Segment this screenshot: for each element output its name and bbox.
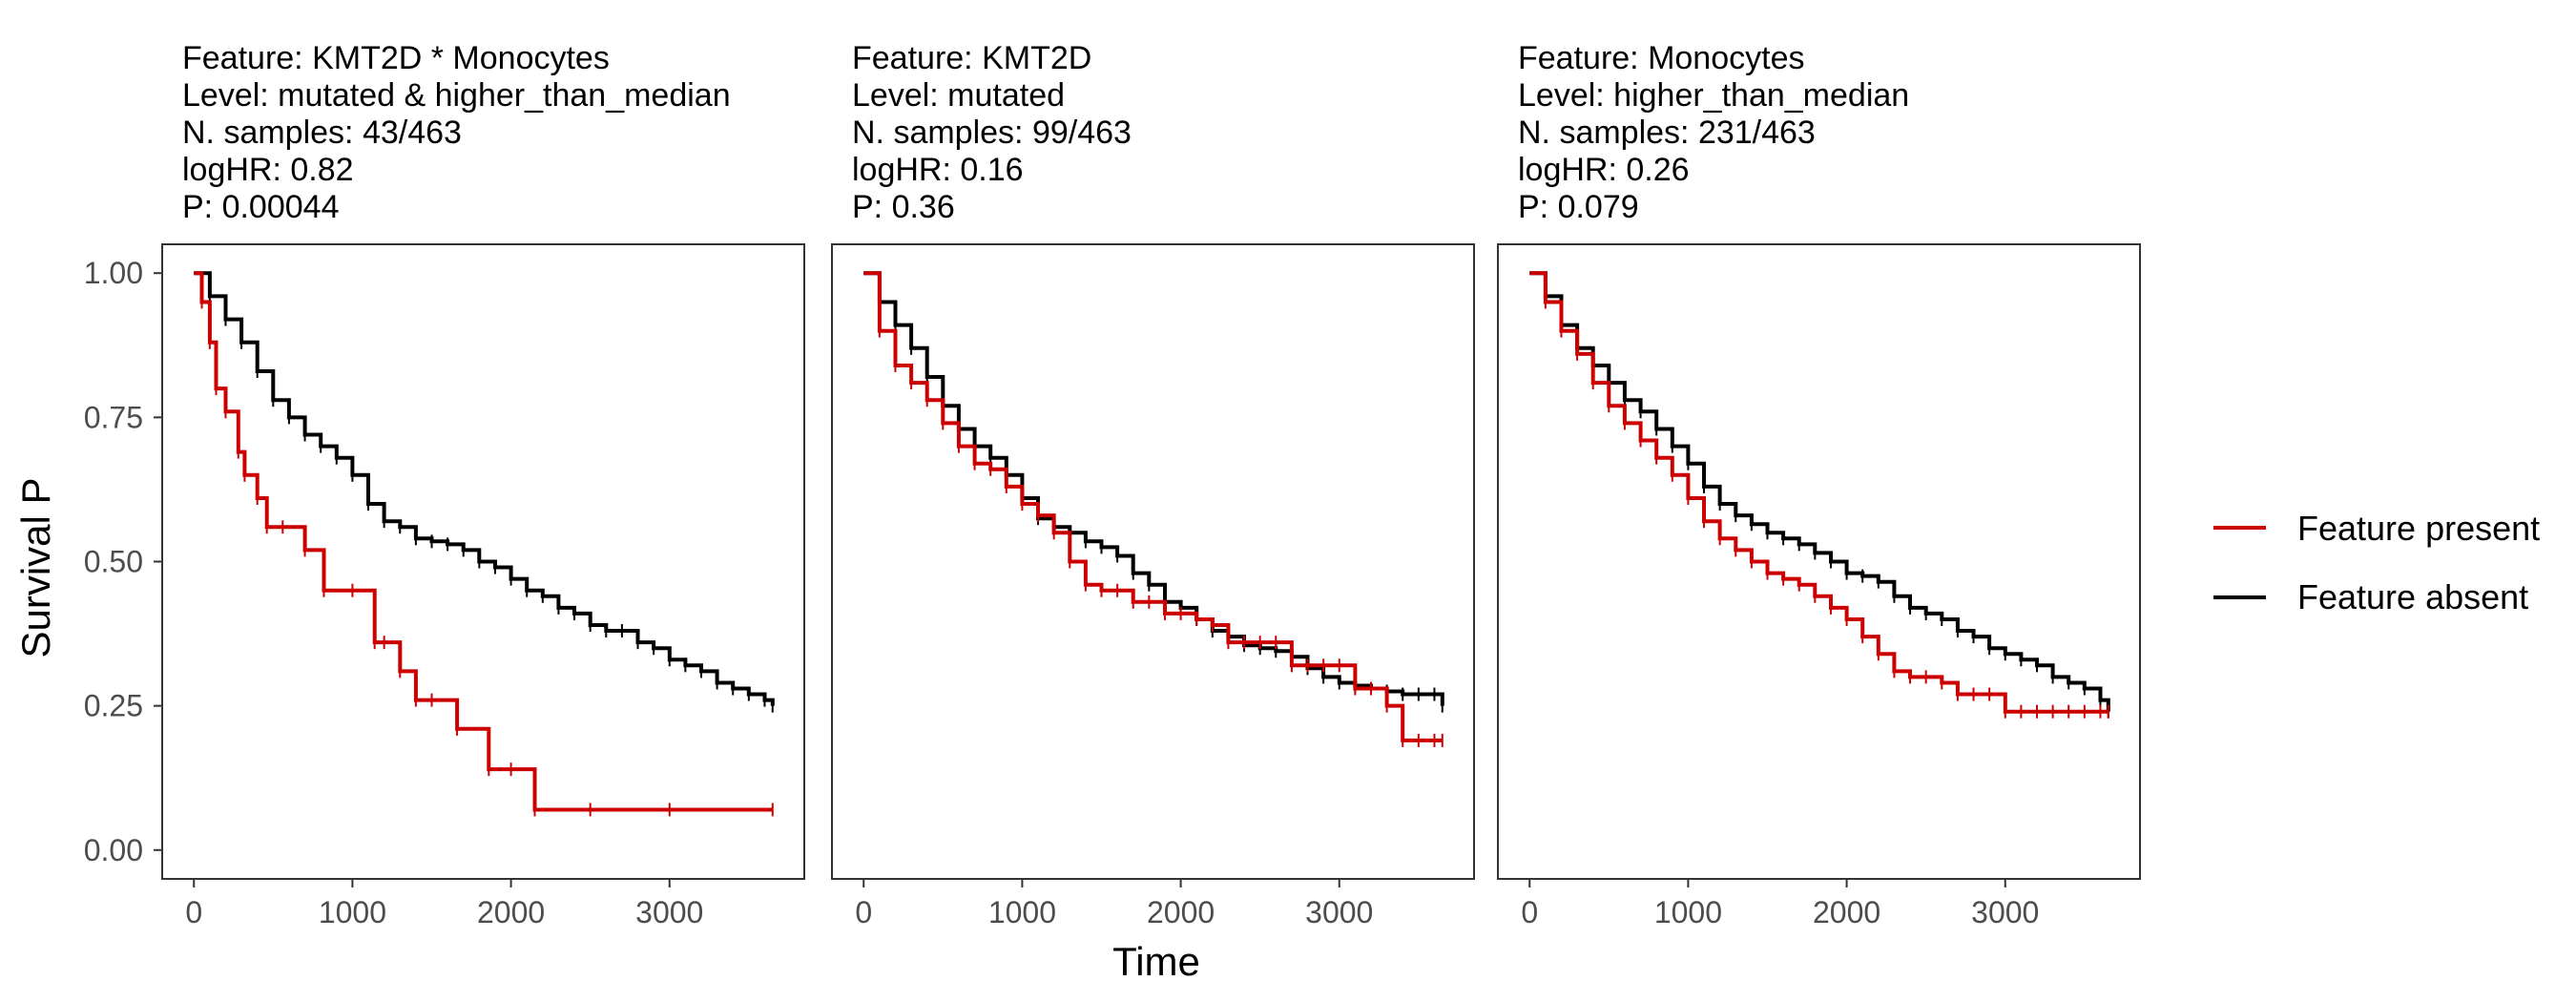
panel-title-line: Feature: Monocytes (1518, 40, 1804, 76)
y-tick-label: 0.00 (84, 833, 143, 867)
legend: Feature present Feature absent (2213, 509, 2540, 616)
series-present-line (194, 271, 773, 812)
x-tick-label: 0 (855, 895, 872, 929)
legend-label-absent: Feature absent (2297, 577, 2528, 616)
panel-title-line: Level: mutated & higher_than_median (182, 77, 731, 114)
y-axis-title: Survival P (13, 477, 58, 658)
series-present-line (863, 271, 1443, 742)
series-absent-line (863, 271, 1444, 706)
panel-title-line: logHR: 0.26 (1518, 152, 1690, 188)
x-tick-label: 3000 (1305, 895, 1373, 929)
x-tick-label: 1000 (1654, 895, 1722, 929)
x-tick-label: 2000 (477, 895, 545, 929)
panel-title-line: P: 0.079 (1518, 189, 1639, 225)
x-tick-label: 1000 (988, 895, 1056, 929)
series-present-line (1529, 271, 2109, 714)
x-tick-label: 2000 (1813, 895, 1880, 929)
x-tick-label: 0 (185, 895, 202, 929)
panel-title-line: logHR: 0.16 (852, 152, 1024, 188)
y-tick-label: 0.25 (84, 689, 143, 723)
panel-title-line: P: 0.00044 (182, 189, 339, 225)
panel-title-line: N. samples: 231/463 (1518, 115, 1816, 151)
x-axis-title: Time (1112, 939, 1200, 984)
x-tick-label: 0 (1521, 895, 1538, 929)
panel-title-line: Feature: KMT2D * Monocytes (182, 40, 610, 76)
series-absent-line (194, 271, 775, 706)
panel-title-line: N. samples: 99/463 (852, 115, 1132, 151)
panel-border (1497, 243, 2141, 880)
x-tick-label: 3000 (1971, 895, 2039, 929)
y-tick-label: 0.75 (84, 400, 143, 434)
x-tick-label: 2000 (1147, 895, 1215, 929)
panel-title-line: logHR: 0.82 (182, 152, 354, 188)
x-tick-label: 1000 (319, 895, 386, 929)
series-absent-line (1529, 271, 2110, 712)
panel-title-line: Level: mutated (852, 77, 1065, 114)
y-tick-label: 1.00 (84, 256, 143, 290)
panel-title-line: N. samples: 43/463 (182, 115, 462, 151)
legend-label-present: Feature present (2297, 509, 2540, 548)
panel-border (831, 243, 1475, 880)
x-tick-label: 3000 (635, 895, 703, 929)
panel-title-line: P: 0.36 (852, 189, 955, 225)
panel-title-line: Feature: KMT2D (852, 40, 1091, 76)
y-tick-label: 0.50 (84, 545, 143, 579)
panel-title-line: Level: higher_than_median (1518, 77, 1909, 114)
